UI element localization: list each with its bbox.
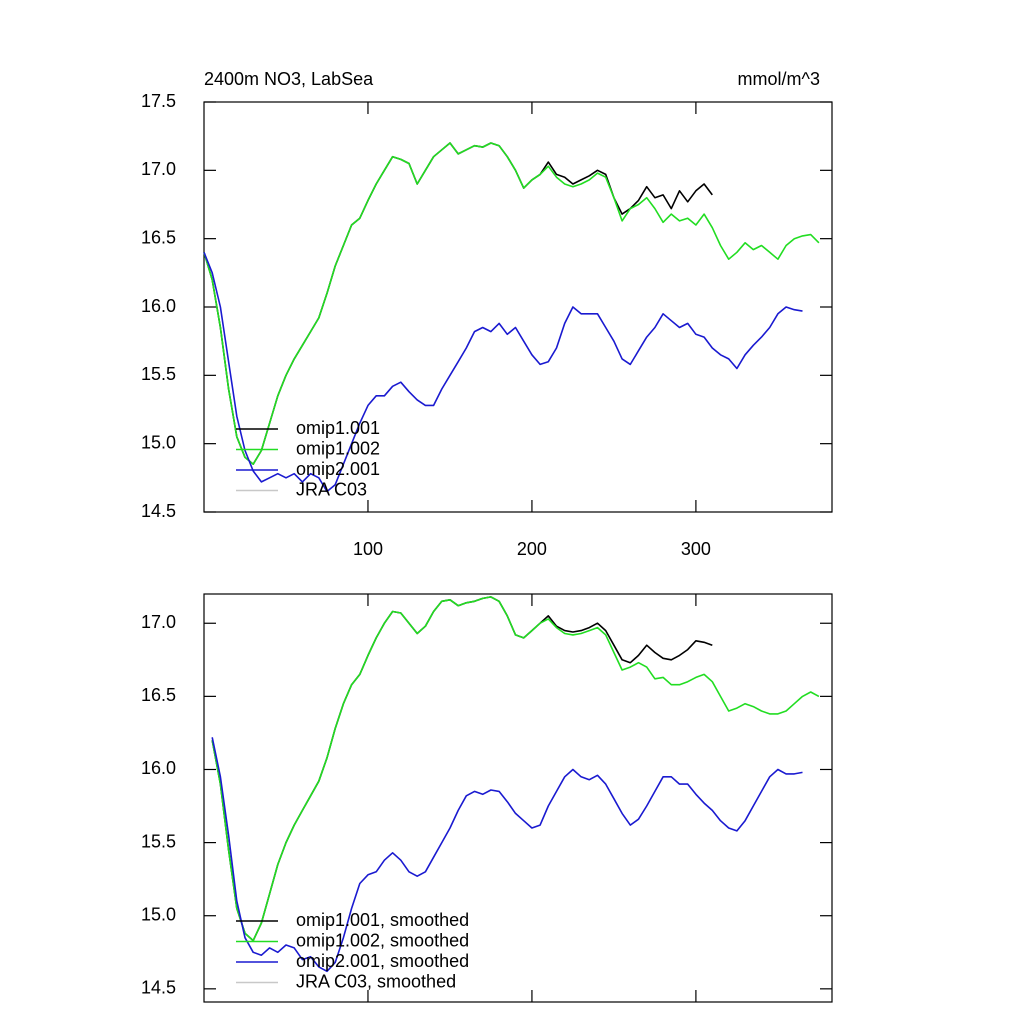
y-tick-label: 14.5 xyxy=(141,501,176,521)
y-tick-label: 15.0 xyxy=(141,432,176,452)
y-tick-label: 15.5 xyxy=(141,364,176,384)
x-tick-label: 200 xyxy=(517,539,547,559)
legend-label: omip1.001 xyxy=(296,418,380,438)
y-tick-label: 17.5 xyxy=(141,91,176,111)
series-line xyxy=(203,142,713,465)
y-tick-label: 14.5 xyxy=(141,978,176,998)
legend-label: omip2.001, smoothed xyxy=(296,951,469,971)
legend-label: JRA C03 xyxy=(296,479,367,499)
series-line xyxy=(211,737,803,973)
series-line xyxy=(203,252,803,493)
series-line xyxy=(203,142,820,465)
y-tick-label: 16.0 xyxy=(141,758,176,778)
series-line xyxy=(211,596,713,942)
y-tick-label: 16.5 xyxy=(141,685,176,705)
x-tick-label: 300 xyxy=(681,539,711,559)
x-tick-label: 100 xyxy=(353,539,383,559)
plot-frame xyxy=(203,593,833,1003)
legend-label: omip2.001 xyxy=(296,459,380,479)
units-label: mmol/m^3 xyxy=(738,69,820,89)
legend-label: omip1.002 xyxy=(296,438,380,458)
series-line xyxy=(211,596,820,942)
y-tick-label: 15.0 xyxy=(141,904,176,924)
legend-label: JRA C03, smoothed xyxy=(296,971,456,991)
y-tick-label: 16.5 xyxy=(141,227,176,247)
legend-label: omip1.002, smoothed xyxy=(296,930,469,950)
y-tick-label: 17.0 xyxy=(141,159,176,179)
y-tick-label: 17.0 xyxy=(141,612,176,632)
chart-title: 2400m NO3, LabSea xyxy=(204,69,374,89)
y-tick-label: 16.0 xyxy=(141,296,176,316)
legend-label: omip1.001, smoothed xyxy=(296,910,469,930)
y-tick-label: 15.5 xyxy=(141,831,176,851)
